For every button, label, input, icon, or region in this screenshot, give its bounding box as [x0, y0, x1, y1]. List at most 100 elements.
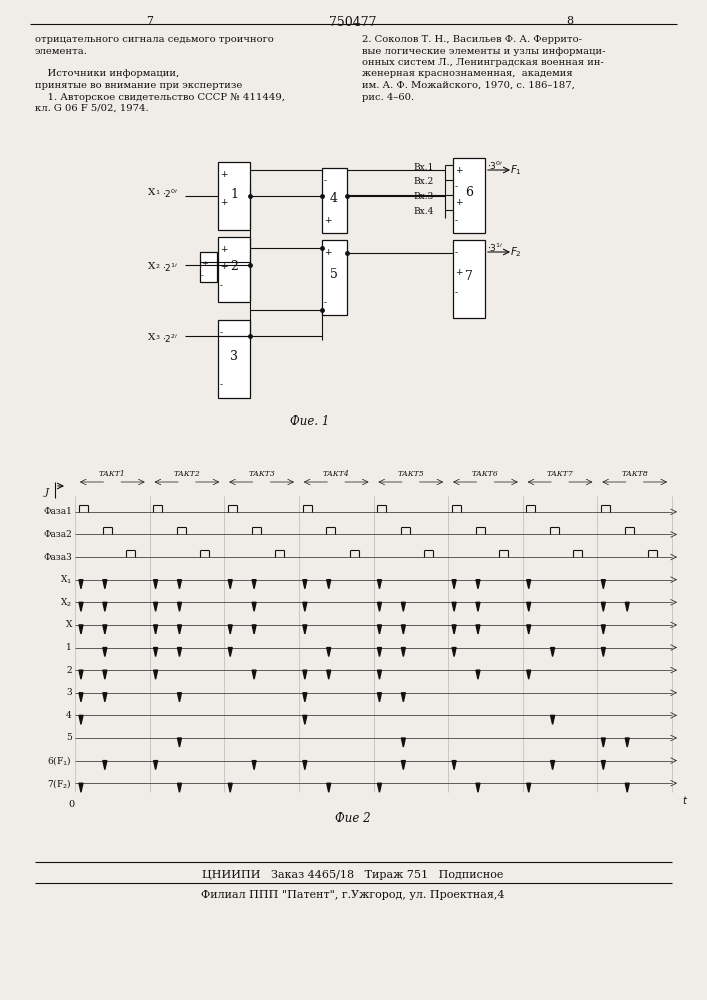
Text: -: -	[455, 288, 458, 297]
Text: X: X	[66, 620, 72, 629]
Text: 7(F$_2$): 7(F$_2$)	[47, 777, 72, 790]
Bar	[453, 158, 485, 233]
Polygon shape	[303, 670, 307, 679]
Polygon shape	[303, 715, 307, 724]
Polygon shape	[551, 715, 554, 724]
Polygon shape	[476, 580, 480, 589]
Text: 1. Авторское свидетельство СССР № 411449,: 1. Авторское свидетельство СССР № 411449…	[35, 93, 285, 102]
Text: им. А. Ф. Можайского, 1970, с. 186–187,: им. А. Ф. Можайского, 1970, с. 186–187,	[362, 81, 575, 90]
Text: ТАКТ2: ТАКТ2	[173, 470, 200, 478]
Polygon shape	[153, 670, 158, 679]
Text: Вх.2: Вх.2	[413, 177, 433, 186]
Polygon shape	[602, 602, 605, 611]
Polygon shape	[153, 580, 158, 589]
Polygon shape	[252, 602, 256, 611]
Text: ЦНИИПИ   Заказ 4465/18   Тираж 751   Подписное: ЦНИИПИ Заказ 4465/18 Тираж 751 Подписное	[202, 870, 503, 880]
Text: Вх.1: Вх.1	[413, 163, 433, 172]
Text: $\cdot 2^{0\prime}$: $\cdot 2^{0\prime}$	[162, 188, 178, 200]
Polygon shape	[378, 783, 382, 792]
Polygon shape	[103, 761, 107, 770]
Bar	[218, 320, 250, 398]
Polygon shape	[527, 580, 531, 589]
Polygon shape	[177, 602, 182, 611]
Text: +: +	[455, 166, 462, 175]
Text: ТАКТ8: ТАКТ8	[621, 470, 648, 478]
Polygon shape	[177, 738, 182, 747]
Bar	[453, 240, 485, 318]
Text: ТАКТ4: ТАКТ4	[323, 470, 349, 478]
Text: 1: 1	[66, 643, 72, 652]
Text: $\cdot 2^{1\prime}$: $\cdot 2^{1\prime}$	[162, 262, 178, 274]
Polygon shape	[602, 648, 605, 657]
Text: 0: 0	[68, 800, 74, 809]
Text: 3: 3	[230, 351, 238, 363]
Polygon shape	[625, 602, 629, 611]
Text: -: -	[455, 182, 458, 191]
Text: +: +	[455, 268, 462, 277]
Polygon shape	[79, 580, 83, 589]
Polygon shape	[303, 602, 307, 611]
Text: Фаза1: Фаза1	[43, 507, 72, 516]
Polygon shape	[452, 625, 456, 634]
Polygon shape	[153, 625, 158, 634]
Text: +: +	[201, 260, 208, 268]
Polygon shape	[103, 602, 107, 611]
Text: -: -	[220, 281, 223, 290]
Text: -: -	[324, 176, 327, 185]
Polygon shape	[602, 761, 605, 770]
Polygon shape	[327, 783, 331, 792]
Polygon shape	[327, 648, 331, 657]
Polygon shape	[252, 670, 256, 679]
Polygon shape	[476, 602, 480, 611]
Text: $F_2$: $F_2$	[510, 245, 522, 259]
Text: Источники информации,: Источники информации,	[35, 70, 180, 79]
Text: $t$: $t$	[682, 794, 688, 806]
Text: элемента.: элемента.	[35, 46, 88, 55]
Polygon shape	[252, 625, 256, 634]
Polygon shape	[252, 580, 256, 589]
Polygon shape	[452, 648, 456, 657]
Polygon shape	[527, 670, 531, 679]
Polygon shape	[177, 648, 182, 657]
Polygon shape	[602, 625, 605, 634]
Polygon shape	[602, 738, 605, 747]
Polygon shape	[402, 761, 405, 770]
Text: 5: 5	[66, 733, 72, 742]
Text: Вх.4: Вх.4	[413, 207, 433, 216]
Text: X: X	[148, 262, 156, 271]
Polygon shape	[228, 580, 232, 589]
Polygon shape	[378, 670, 382, 679]
Text: +: +	[220, 170, 228, 179]
Text: $_2$: $_2$	[155, 262, 160, 271]
Text: принятые во внимание при экспертизе: принятые во внимание при экспертизе	[35, 81, 243, 90]
Text: 2. Соколов Т. Н., Васильев Ф. А. Феррито-: 2. Соколов Т. Н., Васильев Ф. А. Феррито…	[362, 35, 582, 44]
Polygon shape	[378, 648, 382, 657]
Polygon shape	[153, 602, 158, 611]
Bar	[218, 162, 250, 230]
Text: -: -	[220, 380, 223, 389]
Text: ТАКТ7: ТАКТ7	[547, 470, 573, 478]
Text: X$_2$: X$_2$	[60, 596, 72, 609]
Text: -: -	[201, 272, 204, 280]
Text: Филиал ППП "Патент", г.Ужгород, ул. Проектная,4: Филиал ППП "Патент", г.Ужгород, ул. Прое…	[201, 890, 505, 900]
Text: X: X	[148, 188, 156, 197]
Text: X$_1$: X$_1$	[60, 573, 72, 586]
Polygon shape	[402, 602, 405, 611]
Text: 4: 4	[330, 192, 338, 205]
Text: Фаза3: Фаза3	[43, 553, 72, 562]
Text: $_1$: $_1$	[155, 188, 160, 197]
Text: 4: 4	[66, 711, 72, 720]
Polygon shape	[625, 738, 629, 747]
Polygon shape	[252, 761, 256, 770]
Text: 750477: 750477	[329, 16, 377, 29]
Polygon shape	[303, 693, 307, 702]
Polygon shape	[476, 783, 480, 792]
Text: ТАКТ1: ТАКТ1	[99, 470, 126, 478]
Bar	[218, 237, 250, 302]
Polygon shape	[327, 670, 331, 679]
Bar	[322, 168, 347, 233]
Polygon shape	[551, 648, 554, 657]
Text: женерная краснознаменная,  академия: женерная краснознаменная, академия	[362, 70, 573, 79]
Polygon shape	[177, 783, 182, 792]
Polygon shape	[402, 738, 405, 747]
